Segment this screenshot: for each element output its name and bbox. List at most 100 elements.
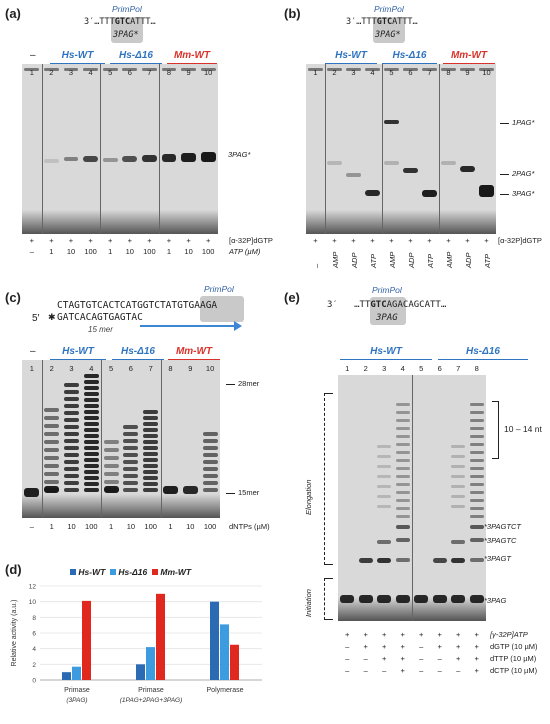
gel-band <box>63 390 80 394</box>
panel-e-label: (e) <box>284 290 300 305</box>
panel-b-row2-9: ADP <box>463 252 473 268</box>
panel-e-row1-1: + <box>345 630 350 639</box>
panel-a-row1-7: + <box>147 236 152 245</box>
panel-a-row2-7: 100 <box>143 247 156 256</box>
panel-e-row2-4: + <box>400 642 405 651</box>
gel-band <box>377 465 392 468</box>
gel-band <box>63 411 80 415</box>
gel-band <box>182 486 198 494</box>
gel-band <box>63 439 80 443</box>
gel-band <box>469 538 484 542</box>
gel-band <box>432 595 447 603</box>
panel-b-row2-3: ADP <box>349 252 359 268</box>
panel-a-lane-9: 9 <box>186 68 191 77</box>
panel-b-marker-3: 3PAG* <box>512 189 535 198</box>
bar-1-2 <box>136 664 145 680</box>
panel-e-row2-3: + <box>382 642 387 651</box>
lane-divider <box>41 64 43 234</box>
panel-c-gel <box>22 360 220 518</box>
gel-band <box>395 459 410 462</box>
gel-band <box>395 491 410 494</box>
gel-band <box>469 419 484 422</box>
gel-band <box>83 428 99 432</box>
panel-a-enzyme-box <box>111 17 143 43</box>
gel-band <box>63 157 79 161</box>
gel-band <box>479 185 494 197</box>
gel-band <box>63 453 80 457</box>
gel-band <box>469 525 484 529</box>
gel-band <box>63 432 80 436</box>
gel-band <box>358 595 373 603</box>
panel-a-lane-2: 2 <box>49 68 54 77</box>
gel-band <box>161 154 177 162</box>
gel-band <box>460 166 475 172</box>
panel-c-lane-2: 2 <box>49 364 54 373</box>
gel-band <box>63 446 80 450</box>
gel-band <box>103 448 119 452</box>
gel-band <box>460 68 475 71</box>
panel-a-group-2: Hs-Δ16 <box>119 50 153 61</box>
panel-e-row4-3: – <box>382 666 387 675</box>
gel-band <box>395 507 410 510</box>
gel-band <box>143 446 159 450</box>
bar-1-1 <box>62 672 71 680</box>
panel-a-lane-5: 5 <box>108 68 113 77</box>
panel-b-template: 3′…TTTGTCATTT… <box>346 17 418 27</box>
gel-band <box>83 470 99 474</box>
gel-band <box>441 68 456 71</box>
gel-band <box>327 68 342 71</box>
gel-band <box>469 459 484 462</box>
gel-band <box>63 460 80 464</box>
range-bracket <box>492 401 499 459</box>
gel-band <box>469 467 484 470</box>
gel-band <box>44 480 60 484</box>
panel-c-top-strand: CTAGTGTCACTCATGGTCTATGTGAAGA <box>57 300 218 311</box>
panel-a-label: (a) <box>5 6 21 21</box>
panel-b-row1-4: + <box>370 236 375 245</box>
gel-band <box>83 374 99 378</box>
x-tick-label: Primase <box>64 687 90 694</box>
panel-a-lane-8: 8 <box>166 68 172 77</box>
gel-band <box>384 161 399 165</box>
gel-band <box>44 440 60 444</box>
gel-band <box>143 452 159 456</box>
gel-band <box>202 460 218 464</box>
gel-band <box>103 480 119 484</box>
panel-b-primer: 3PAG* <box>375 30 401 40</box>
gel-band <box>181 68 197 71</box>
gel-band <box>202 439 218 443</box>
gel-band <box>83 398 99 402</box>
gel-band <box>63 383 80 387</box>
gel-band <box>103 472 119 476</box>
panel-b-group-3: Mm-WT <box>450 50 488 61</box>
gel-band <box>123 460 139 464</box>
panel-c-group-2: Hs-Δ16 <box>121 346 155 357</box>
gel-band <box>451 485 466 488</box>
panel-c-lane-7: 7 <box>148 364 153 373</box>
gel-band <box>43 68 59 71</box>
panel-a-row2-10: 100 <box>201 247 215 256</box>
panel-c-lane-8: 8 <box>168 364 173 373</box>
panel-a-row1-3: + <box>68 236 74 245</box>
lane-divider <box>325 64 326 234</box>
gel-band <box>469 595 484 603</box>
panel-e-row1-label: [γ-32P]ATP <box>490 630 528 639</box>
panel-e-row4-4: + <box>400 666 405 675</box>
gel-band <box>63 425 80 429</box>
panel-c-row-6: 10 <box>126 522 136 531</box>
gel-band <box>83 446 99 450</box>
gel-band <box>143 488 159 492</box>
panel-a-gel <box>22 64 218 234</box>
gel-band <box>377 485 392 488</box>
gel-band <box>44 486 60 493</box>
gel-band <box>346 68 361 71</box>
gel-band <box>395 538 410 542</box>
gel-band <box>365 190 380 196</box>
panel-e-row3-2: – <box>363 654 368 663</box>
panel-d-label: (d) <box>5 562 22 577</box>
gel-band <box>395 443 410 446</box>
panel-e-row3-6: – <box>437 654 442 663</box>
unincorporated-label <box>306 210 496 234</box>
gel-band <box>395 427 410 430</box>
bar-2-3 <box>220 624 229 680</box>
